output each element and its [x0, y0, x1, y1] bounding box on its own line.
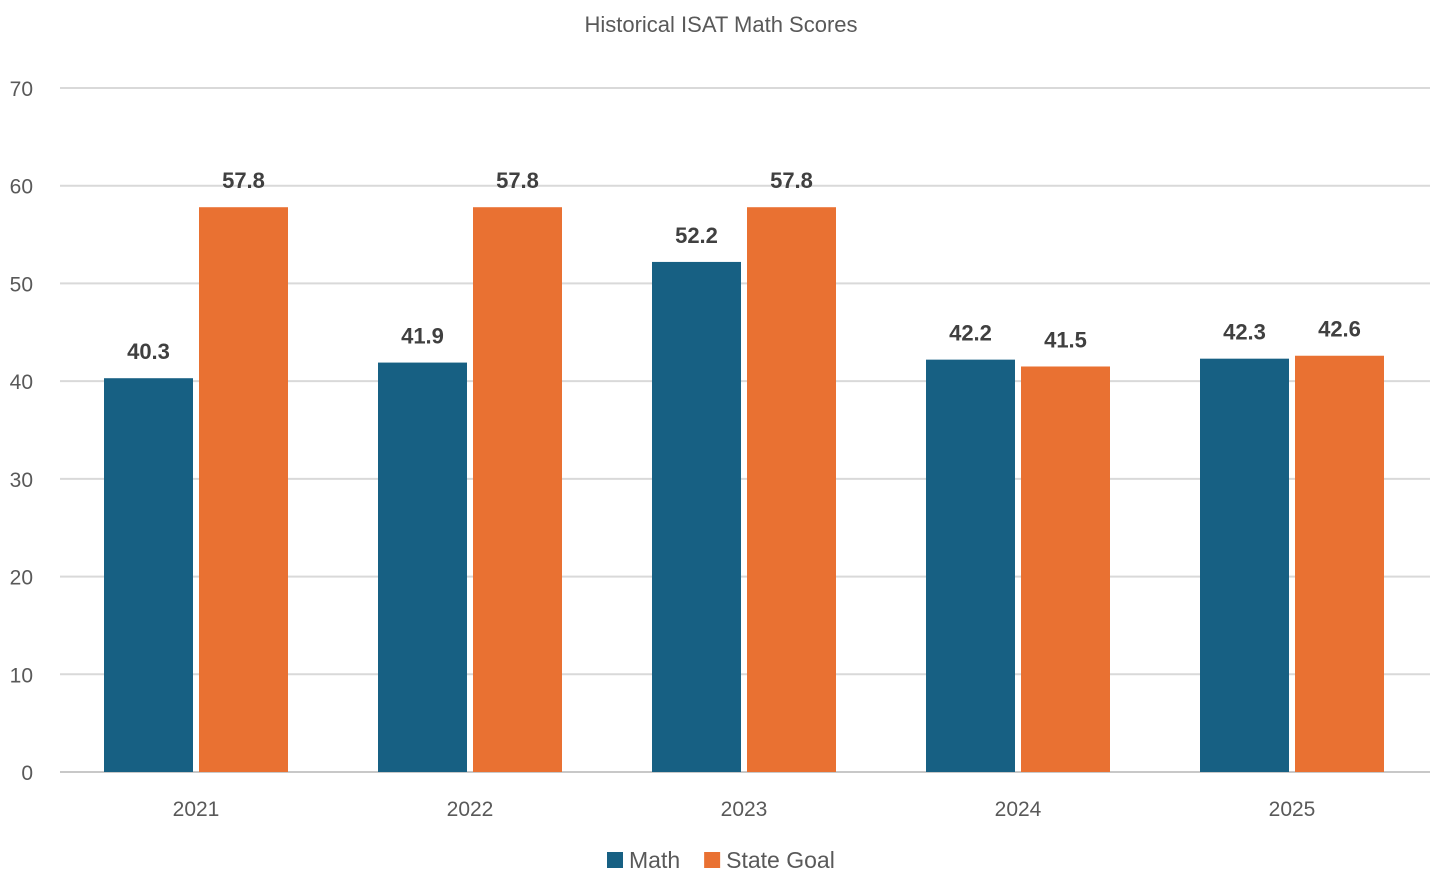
legend: Math State Goal — [607, 847, 835, 873]
legend-label: Math — [629, 847, 680, 873]
bar-math — [926, 359, 1015, 772]
x-tick-label: 2023 — [721, 798, 768, 821]
data-label: 42.2 — [949, 321, 992, 346]
y-tick-label: 10 — [10, 664, 33, 687]
y-tick-label: 60 — [10, 176, 33, 199]
legend-swatch — [704, 852, 721, 868]
data-label: 40.3 — [127, 339, 170, 364]
y-tick-label: 30 — [10, 469, 33, 492]
legend-swatch — [607, 852, 623, 868]
bar-state-goal — [1021, 366, 1110, 772]
data-label: 57.8 — [222, 168, 265, 193]
data-label: 41.5 — [1044, 327, 1087, 352]
x-tick-label: 2021 — [173, 798, 220, 821]
x-tick-label: 2024 — [995, 798, 1042, 821]
bar-math — [1200, 358, 1289, 772]
data-label: 41.9 — [401, 324, 444, 349]
bar-state-goal — [1295, 355, 1384, 772]
y-tick-label: 0 — [21, 762, 33, 785]
data-label: 57.8 — [496, 168, 539, 193]
bar-math — [104, 378, 193, 772]
x-tick-label: 2022 — [447, 798, 494, 821]
bar-state-goal — [473, 207, 562, 772]
bar-state-goal — [199, 207, 288, 772]
bar-math — [652, 261, 741, 772]
chart-title: Historical ISAT Math Scores — [584, 12, 857, 37]
data-label: 42.3 — [1223, 320, 1266, 345]
bar-state-goal — [747, 207, 836, 772]
y-tick-label: 50 — [10, 273, 33, 296]
y-tick-label: 20 — [10, 567, 33, 590]
data-label: 57.8 — [770, 168, 813, 193]
data-label: 52.2 — [675, 223, 718, 248]
data-label: 42.6 — [1318, 317, 1361, 342]
y-tick-label: 70 — [10, 78, 33, 101]
legend-label: State Goal — [726, 847, 835, 873]
y-tick-label: 40 — [10, 371, 33, 394]
bar-math — [378, 362, 467, 772]
x-tick-label: 2025 — [1269, 798, 1316, 821]
